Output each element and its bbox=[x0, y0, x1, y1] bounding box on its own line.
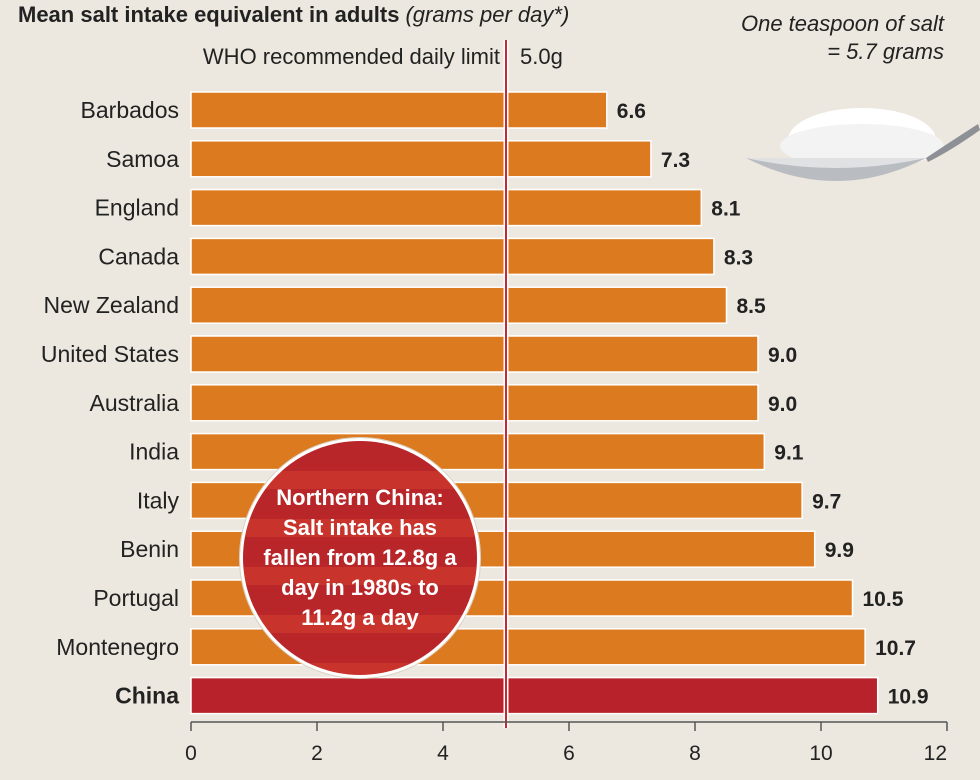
x-tick-label-10: 10 bbox=[809, 742, 832, 765]
value-label-new-zealand: 8.5 bbox=[737, 295, 767, 318]
x-axis: 0 2 4 6 8 10 12 bbox=[185, 721, 948, 765]
chart-title: Mean salt intake equivalent in adults (gr… bbox=[18, 2, 569, 28]
value-label-australia: 9.0 bbox=[768, 393, 797, 416]
bar-canada bbox=[190, 237, 715, 276]
who-limit-label: WHO recommended daily limit bbox=[202, 44, 500, 69]
bar-united-states bbox=[190, 335, 759, 373]
teaspoon-illustration bbox=[746, 108, 980, 181]
northern-china-callout: Northern China: Salt intake has fallen f… bbox=[240, 438, 480, 678]
category-label-united-states: United States bbox=[41, 341, 179, 367]
value-label-england: 8.1 bbox=[711, 198, 741, 221]
category-label-samoa: Samoa bbox=[106, 146, 179, 172]
value-label-montenegro: 10.7 bbox=[875, 637, 916, 660]
x-tick-label-8: 8 bbox=[689, 742, 701, 765]
category-label-barbados: Barbados bbox=[81, 97, 179, 123]
callout-text: Northern China: Salt intake has fallen f… bbox=[263, 485, 457, 630]
value-label-italy: 9.7 bbox=[812, 490, 841, 513]
value-label-portugal: 10.5 bbox=[863, 588, 904, 611]
bar-india bbox=[190, 432, 766, 471]
category-label-montenegro: Montenegro bbox=[56, 634, 179, 660]
bar-australia bbox=[190, 384, 759, 422]
category-label-china: China bbox=[115, 683, 179, 709]
value-labels: 6.6 7.3 8.1 8.3 8.5 9.0 9.0 9.1 9.7 9.9 10.5 10.7 10… bbox=[617, 100, 929, 709]
x-tick-label-4: 4 bbox=[437, 742, 449, 765]
bar-barbados bbox=[190, 91, 608, 129]
teaspoon-note: One teaspoon of salt = 5.7 grams bbox=[740, 11, 944, 64]
value-label-united-states: 9.0 bbox=[768, 344, 797, 367]
category-label-italy: Italy bbox=[137, 487, 180, 513]
chart-title-units: (grams per day*) bbox=[405, 2, 570, 27]
chart-title-main: Mean salt intake equivalent in adults bbox=[18, 2, 400, 27]
value-label-benin: 9.9 bbox=[825, 539, 854, 562]
value-label-china: 10.9 bbox=[888, 686, 929, 709]
category-label-benin: Benin bbox=[120, 536, 179, 562]
category-label-portugal: Portugal bbox=[93, 585, 179, 611]
value-label-samoa: 7.3 bbox=[661, 149, 690, 172]
category-labels: Barbados Samoa England Canada New Zealand Uni… bbox=[41, 97, 180, 709]
bar-samoa bbox=[190, 140, 652, 178]
x-tick-label-0: 0 bbox=[185, 742, 197, 765]
who-limit-value: 5.0g bbox=[520, 44, 563, 69]
bar-china bbox=[190, 676, 879, 715]
value-label-barbados: 6.6 bbox=[617, 100, 646, 123]
category-label-new-zealand: New Zealand bbox=[43, 292, 179, 318]
category-label-england: England bbox=[95, 195, 179, 221]
bar-new-zealand bbox=[190, 286, 728, 324]
bars bbox=[190, 91, 879, 715]
x-tick-label-12: 12 bbox=[924, 742, 947, 765]
bar-england bbox=[190, 188, 703, 227]
value-label-india: 9.1 bbox=[774, 442, 804, 465]
category-label-canada: Canada bbox=[98, 243, 179, 269]
category-label-australia: Australia bbox=[90, 390, 180, 416]
value-label-canada: 8.3 bbox=[724, 246, 753, 269]
x-tick-label-2: 2 bbox=[311, 742, 323, 765]
x-tick-label-6: 6 bbox=[563, 742, 575, 765]
category-label-india: India bbox=[129, 439, 179, 465]
